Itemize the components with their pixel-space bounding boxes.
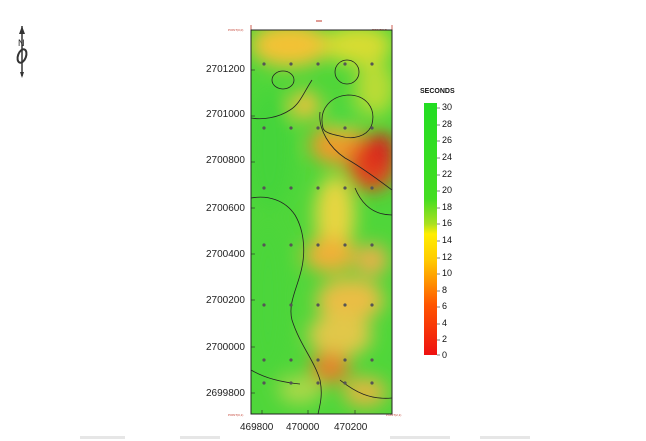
y-axis-label: 2701000 (206, 109, 245, 120)
sample-point (289, 381, 293, 385)
sample-point (289, 186, 293, 190)
legend-tick: 22 (442, 169, 453, 179)
x-axis-label: 469800 (240, 422, 274, 433)
y-axis-label: 2700000 (206, 342, 245, 353)
sample-point (343, 303, 347, 307)
y-axis-label: 2699800 (206, 388, 245, 399)
legend-tick: 0 (442, 350, 448, 360)
footer-divider (180, 436, 220, 439)
sample-point (289, 243, 293, 247)
sample-point (262, 358, 266, 362)
legend-tick: 30 (442, 102, 453, 112)
sample-point (343, 126, 347, 130)
sample-point (289, 303, 293, 307)
legend-tick: 10 (442, 268, 453, 278)
sample-point (343, 186, 347, 190)
north-arrow-icon: N (12, 12, 36, 87)
legend-tick: 28 (442, 119, 453, 129)
legend-tick: 14 (442, 235, 453, 245)
x-axis-label: 470200 (334, 422, 368, 433)
sample-point (316, 243, 320, 247)
sample-point (370, 126, 374, 130)
legend-tick: 18 (442, 202, 453, 212)
y-axis-label: 2700600 (206, 203, 245, 214)
sample-point (262, 62, 266, 66)
sample-point (316, 303, 320, 307)
legend-tick: 24 (442, 152, 453, 162)
sample-point (316, 381, 320, 385)
y-axis-label: 2700400 (206, 249, 245, 260)
y-axis-label: 2701200 (206, 64, 245, 75)
footer-divider (480, 436, 530, 439)
sample-point (262, 303, 266, 307)
sample-point (262, 186, 266, 190)
sample-point (289, 62, 293, 66)
footer-divider (80, 436, 125, 439)
x-axis-label: 470000 (286, 422, 320, 433)
sample-point (370, 358, 374, 362)
sample-point (289, 358, 293, 362)
sample-point (316, 186, 320, 190)
sample-point (262, 243, 266, 247)
sample-point (262, 381, 266, 385)
sample-point (343, 381, 347, 385)
legend-tick: 6 (442, 301, 448, 311)
legend-tick: 4 (442, 318, 448, 328)
sample-point (370, 381, 374, 385)
legend-tick: 26 (442, 135, 453, 145)
legend-tick: 20 (442, 185, 453, 195)
corner-label-bottom-right: POINT(2,1) (386, 413, 402, 417)
footer-divider (390, 436, 450, 439)
y-axis-label: 2700800 (206, 155, 245, 166)
legend-tick: 2 (442, 334, 448, 344)
sample-point (316, 62, 320, 66)
corner-label-top-left: POINT(0,0) (228, 28, 244, 32)
legend-color-bar (424, 103, 437, 355)
sample-point (370, 303, 374, 307)
legend-tick: 8 (442, 285, 448, 295)
sample-point (370, 62, 374, 66)
legend-tick: 16 (442, 218, 453, 228)
sample-point (343, 243, 347, 247)
sample-point (262, 126, 266, 130)
sample-point (370, 243, 374, 247)
corner-label-bottom-left: POINT(0,1) (228, 413, 244, 417)
legend-title: SECONDS (420, 88, 455, 95)
legend-tick: 12 (442, 252, 453, 262)
y-axis-label: 2700200 (206, 295, 245, 306)
sample-point (289, 126, 293, 130)
sample-point (370, 186, 374, 190)
sample-point (343, 62, 347, 66)
sample-point (316, 358, 320, 362)
sample-point (343, 358, 347, 362)
sample-point (316, 126, 320, 130)
